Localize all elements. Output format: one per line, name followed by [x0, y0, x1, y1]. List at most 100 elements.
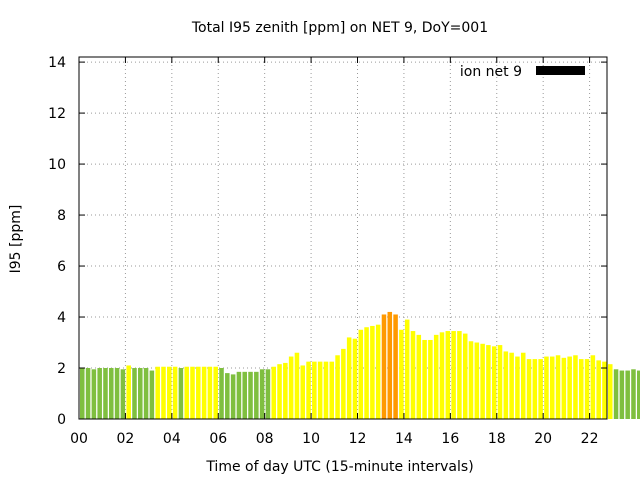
bar [480, 343, 485, 419]
bar [451, 331, 456, 419]
y-tick-label: 0 [57, 412, 66, 428]
bar [625, 370, 630, 419]
bar [497, 345, 503, 419]
y-tick-label: 14 [48, 55, 66, 71]
bar [172, 366, 178, 419]
bar [486, 345, 491, 419]
bar [300, 365, 306, 419]
bar [288, 356, 294, 419]
bar [422, 339, 427, 419]
bar [184, 366, 189, 419]
bar [590, 355, 596, 419]
bar [259, 369, 265, 419]
bar [103, 368, 108, 419]
bar [329, 361, 335, 419]
bar [526, 359, 532, 419]
bar [608, 364, 613, 419]
bar [474, 342, 480, 419]
bar [277, 364, 282, 419]
x-tick-label: 02 [117, 431, 135, 447]
bar [155, 366, 160, 419]
bar [143, 368, 149, 419]
bar [584, 359, 590, 419]
bar [375, 324, 381, 419]
bar [97, 368, 102, 419]
bar [381, 314, 387, 419]
bar [637, 370, 640, 419]
bar [132, 368, 137, 419]
bar-series [80, 311, 640, 419]
bar [323, 361, 329, 419]
y-tick-label: 4 [57, 310, 66, 326]
y-tick-label: 12 [48, 106, 66, 122]
bar [109, 368, 114, 419]
bar [230, 374, 236, 419]
bar [596, 360, 601, 419]
x-tick-label: 16 [441, 431, 459, 447]
bar [364, 327, 369, 419]
bar [399, 329, 404, 419]
bar [213, 366, 218, 419]
x-tick-label: 18 [488, 431, 506, 447]
bar [544, 356, 549, 419]
bar [167, 366, 172, 419]
bar [248, 371, 253, 419]
bar [149, 370, 155, 419]
legend-swatch [536, 66, 585, 75]
bar [567, 356, 572, 419]
y-tick-label: 10 [48, 157, 66, 173]
bar [532, 359, 538, 419]
bar [265, 369, 271, 419]
x-tick-label: 12 [349, 431, 367, 447]
bar [207, 366, 213, 419]
bar [91, 369, 97, 419]
chart-title: Total I95 zenith [ppm] on NET 9, DoY=001 [191, 20, 488, 36]
x-tick-label: 10 [302, 431, 320, 447]
bar [161, 366, 166, 419]
bar [138, 368, 143, 419]
bar [312, 361, 317, 419]
bar [306, 361, 311, 419]
bar [335, 355, 340, 419]
bar [573, 355, 578, 419]
bar [190, 366, 195, 419]
bar [283, 362, 288, 419]
bar [619, 370, 625, 419]
bar [602, 361, 607, 419]
bar [538, 359, 543, 419]
bar [236, 371, 242, 419]
bar [631, 369, 636, 419]
bar [196, 366, 201, 419]
x-tick-label: 08 [256, 431, 274, 447]
y-tick-label: 2 [57, 361, 66, 377]
bar [520, 352, 526, 419]
bar [439, 332, 445, 419]
bar [114, 368, 120, 419]
bar [457, 331, 462, 419]
bar [549, 356, 555, 419]
y-tick-label: 8 [57, 208, 66, 224]
bar [503, 351, 509, 419]
bar [433, 334, 439, 419]
bar [515, 356, 520, 419]
grid-lines [79, 57, 607, 419]
x-tick-label: 04 [163, 431, 181, 447]
y-axis-label: I95 [ppm] [8, 205, 24, 274]
bar [509, 352, 514, 419]
x-axis-label: Time of day UTC (15-minute intervals) [205, 459, 473, 475]
bar [393, 314, 398, 419]
x-tick-label: 00 [70, 431, 88, 447]
bar [578, 359, 584, 419]
bar [555, 355, 561, 419]
bar [370, 325, 375, 419]
legend: ion net 9 [460, 64, 585, 80]
bar [254, 371, 259, 419]
bar [462, 333, 468, 419]
x-tick-label: 14 [395, 431, 413, 447]
legend-label: ion net 9 [460, 64, 522, 80]
x-tick-label: 22 [581, 431, 599, 447]
bar [491, 346, 497, 419]
